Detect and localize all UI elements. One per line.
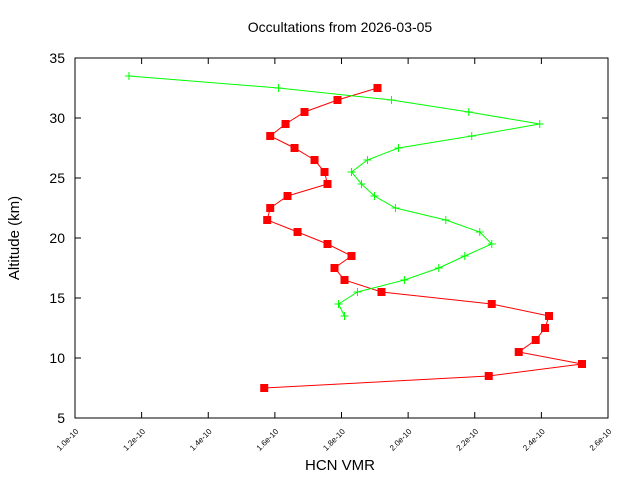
series-green-plus xyxy=(124,72,544,320)
data-point xyxy=(300,108,309,116)
y-tick-label: 30 xyxy=(49,110,65,126)
data-point xyxy=(281,120,290,128)
y-tick-label: 5 xyxy=(57,410,65,426)
data-point xyxy=(263,216,272,224)
y-tick-label: 10 xyxy=(49,350,65,366)
data-point xyxy=(266,204,275,212)
x-tick-label: 2.0e-10 xyxy=(388,427,414,453)
data-point xyxy=(487,240,496,248)
series-red-squares xyxy=(260,84,587,392)
x-axis-label: HCN VMR xyxy=(305,457,375,474)
x-tick-label: 2.6e-10 xyxy=(588,427,614,453)
plot-frame xyxy=(74,57,609,419)
x-tick-label: 1.6e-10 xyxy=(255,427,281,453)
data-point xyxy=(260,384,269,392)
data-point xyxy=(467,132,476,140)
x-tick-label: 1.0e-10 xyxy=(55,427,81,453)
data-point xyxy=(394,144,403,152)
y-axis-label: Altitude (km) xyxy=(6,196,23,280)
data-point xyxy=(274,84,283,92)
data-point xyxy=(266,132,275,140)
data-point xyxy=(531,336,540,344)
data-point xyxy=(347,168,356,176)
data-point xyxy=(320,168,329,176)
data-point xyxy=(333,96,342,104)
data-point xyxy=(487,300,496,308)
y-tick-label: 25 xyxy=(49,170,65,186)
data-point xyxy=(353,288,362,296)
data-point xyxy=(541,324,550,332)
data-point xyxy=(434,264,443,272)
data-point xyxy=(578,360,587,368)
data-point xyxy=(475,228,484,236)
data-point xyxy=(323,180,332,188)
y-tick-label: 20 xyxy=(49,230,65,246)
data-point xyxy=(514,348,523,356)
data-point xyxy=(545,312,554,320)
data-point xyxy=(124,72,133,80)
data-point xyxy=(340,276,349,284)
data-point xyxy=(377,288,386,296)
data-point xyxy=(400,276,409,284)
x-tick-label: 1.2e-10 xyxy=(121,427,147,453)
x-tick-label: 1.4e-10 xyxy=(188,427,214,453)
data-point xyxy=(347,252,356,260)
series-line xyxy=(128,75,540,317)
data-point xyxy=(290,144,299,152)
chart-title: Occultations from 2026-03-05 xyxy=(248,19,433,35)
data-point xyxy=(293,228,302,236)
data-point xyxy=(535,120,544,128)
data-point xyxy=(334,300,343,308)
data-point xyxy=(484,372,493,380)
data-point xyxy=(370,192,379,200)
x-tick-label: 1.8e-10 xyxy=(321,427,347,453)
data-point xyxy=(391,204,400,212)
data-point xyxy=(464,108,473,116)
x-tick-label: 2.2e-10 xyxy=(455,427,481,453)
data-point xyxy=(373,84,382,92)
data-point xyxy=(363,156,372,164)
data-point xyxy=(330,264,339,272)
data-point xyxy=(387,96,396,104)
data-point xyxy=(441,216,450,224)
data-point xyxy=(283,192,292,200)
x-tick-label: 2.4e-10 xyxy=(521,427,547,453)
y-tick-label: 35 xyxy=(49,50,65,66)
data-point xyxy=(323,240,332,248)
y-tick-label: 15 xyxy=(49,290,65,306)
data-point xyxy=(310,156,319,164)
data-point xyxy=(357,180,366,188)
data-point xyxy=(460,252,469,260)
data-point xyxy=(340,312,349,320)
